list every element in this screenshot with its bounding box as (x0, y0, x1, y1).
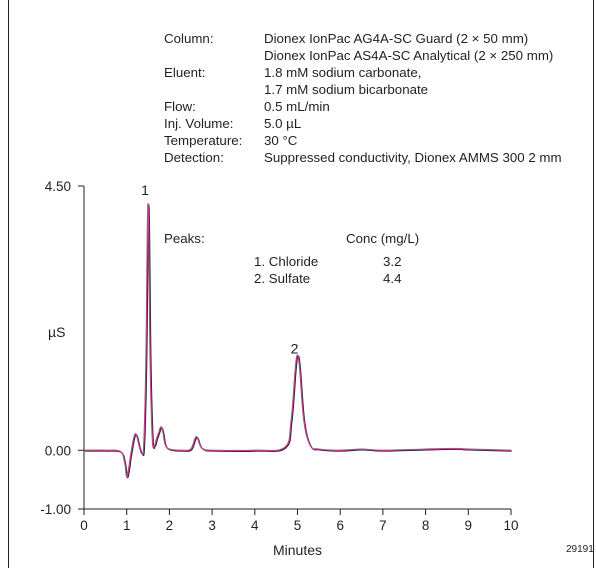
x-tick-label: 2 (166, 518, 174, 533)
x-tick-label: 8 (422, 518, 430, 533)
condition-value: Dionex IonPac AG4A-SC Guard (2 × 50 mm) (264, 31, 529, 46)
peak-number-label: 2 (291, 340, 299, 356)
condition-value: Dionex IonPac AS4A-SC Analytical (2 × 25… (264, 48, 554, 63)
peaks-label: Peaks: (164, 231, 205, 246)
x-axis-title: Minutes (273, 542, 322, 558)
condition-value: 30 °C (264, 133, 298, 148)
y-tick-label: -1.00 (40, 502, 71, 517)
x-tick-label: 1 (123, 518, 131, 533)
x-tick-label: 3 (208, 518, 216, 533)
x-tick-label: 6 (336, 518, 344, 533)
x-tick-label: 7 (379, 518, 387, 533)
y-tick-label: 0.00 (45, 443, 71, 458)
condition-label: Column: (164, 31, 214, 46)
peak-conc: 3.2 (383, 254, 402, 269)
x-tick-label: 9 (465, 518, 473, 533)
condition-value: 1.7 mM sodium bicarbonate (264, 82, 429, 97)
x-tick-label: 10 (503, 518, 518, 533)
condition-label: Flow: (164, 99, 196, 114)
peak-name: 2. Sulfate (254, 271, 311, 286)
y-axis-title: µS (48, 324, 65, 340)
y-tick-label: 4.50 (45, 179, 71, 194)
condition-label: Detection: (164, 150, 224, 165)
peak-name: 1. Chloride (254, 254, 319, 269)
peak-number-label: 1 (141, 182, 149, 198)
x-tick-label: 0 (80, 518, 88, 533)
condition-label: Eluent: (164, 65, 206, 80)
condition-value: 5.0 µL (264, 116, 302, 131)
condition-value: 1.8 mM sodium carbonate, (264, 65, 422, 80)
x-tick-label: 5 (294, 518, 302, 533)
figure-frame (8, 0, 594, 568)
condition-label: Temperature: (164, 133, 243, 148)
conc-header: Conc (mg/L) (346, 231, 420, 246)
figure-id: 29191 (566, 544, 594, 555)
condition-value: 0.5 mL/min (264, 99, 330, 114)
chromatogram-trace (83, 202, 512, 478)
x-tick-label: 4 (251, 518, 259, 533)
condition-label: Inj. Volume: (164, 116, 234, 131)
peak-conc: 4.4 (383, 271, 402, 286)
condition-value: Suppressed conductivity, Dionex AMMS 300… (264, 150, 562, 165)
